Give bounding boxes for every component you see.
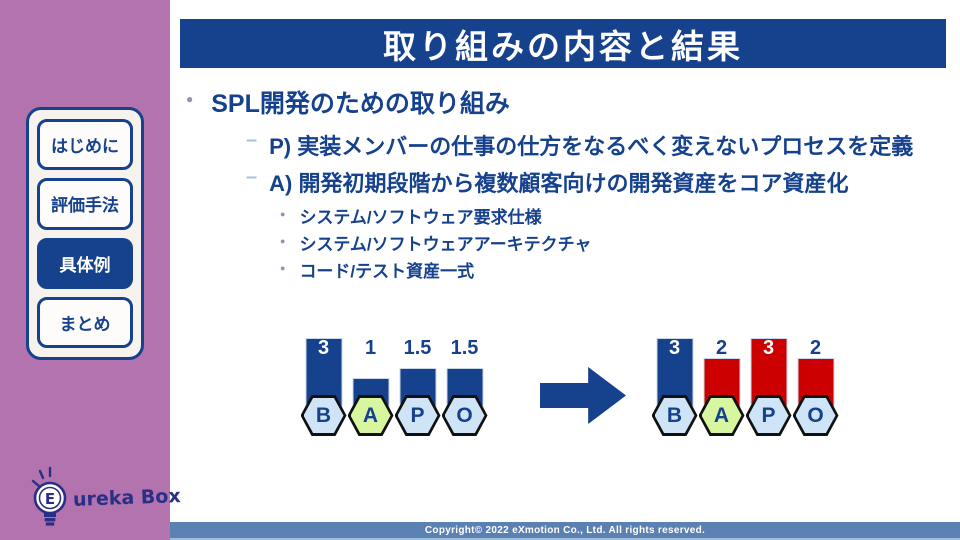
hexagon-badge: O: [441, 395, 488, 436]
right-arrow-icon: [540, 367, 626, 424]
hexagon-fill: [654, 398, 695, 433]
bullet-row-p: – P) 実装メンバーの仕事の仕方をなるべく変えないプロセスを定義: [246, 129, 913, 161]
hexagon-fill: [303, 398, 344, 433]
bapo-chart-after: 3 B 2 A 3 P 2 O: [651, 334, 839, 436]
bar-value-label: 2: [809, 337, 822, 359]
nav-button-hyouka-shuhou[interactable]: 評価手法: [37, 178, 133, 230]
dash-bullet-icon: –: [246, 129, 258, 151]
bullet-row-a: – A) 開発初期段階から複数顧客向けの開発資産をコア資産化: [246, 166, 848, 198]
sub-bullet-text: コード/テスト資産一式: [299, 262, 475, 281]
sub-bullet-row: ● システム/ソフトウェアアーキテクチャ: [280, 230, 591, 255]
dash-bullet-icon: –: [246, 166, 258, 188]
bullet-dot-icon: ●: [280, 263, 286, 273]
copyright-bar: Copyright© 2022 eXmotion Co., Ltd. All r…: [170, 522, 960, 540]
bullet-text-a: A) 開発初期段階から複数顧客向けの開発資産をコア資産化: [269, 171, 849, 196]
slide-title-bar: 取り組みの内容と結果: [180, 19, 946, 68]
hexagon-badge: P: [745, 395, 792, 436]
bar-value-label: 1.5: [450, 337, 479, 359]
hexagon-badge: A: [347, 395, 394, 436]
hexagon-letter: P: [410, 403, 425, 427]
bar-item: 1 A: [347, 334, 394, 436]
section-heading: SPL開発のための取り組み: [211, 90, 510, 118]
bar-item: 3 P: [745, 334, 792, 436]
hexagon-letter: O: [807, 403, 824, 427]
bar-item: 2 O: [792, 334, 839, 436]
hexagon-letter: O: [456, 403, 473, 427]
hexagon-fill: [748, 398, 789, 433]
bar-item: 3 B: [651, 334, 698, 436]
logo-text: ureka Box: [72, 485, 182, 511]
nav-button-matome[interactable]: まとめ: [37, 296, 133, 348]
logo-bulb-letter: E: [45, 490, 55, 508]
sub-bullet-text: システム/ソフトウェア要求仕様: [299, 208, 542, 227]
sub-bullet-text: システム/ソフトウェアアーキテクチャ: [299, 235, 592, 254]
bullet-dot-icon: ●: [186, 92, 194, 106]
bapo-chart-before: 3 B 1 A 1.5 P 1.5 O: [300, 334, 488, 436]
hexagon-badge: B: [651, 395, 698, 436]
sub-bullet-row: ● システム/ソフトウェア要求仕様: [280, 203, 542, 228]
hexagon-letter: A: [713, 403, 730, 427]
hexagon-letter: B: [315, 403, 332, 427]
copyright-text: Copyright© 2022 eXmotion Co., Ltd. All r…: [424, 524, 706, 536]
bar-item: 1.5 P: [394, 334, 441, 436]
bar-value-label: 3: [317, 337, 330, 359]
bar-value-label: 2: [715, 337, 728, 359]
bar-value-label: 1: [364, 337, 377, 359]
hexagon-fill: [350, 398, 391, 433]
bar-value-label: 3: [762, 337, 775, 359]
hexagon-letter: P: [761, 403, 776, 427]
chapter-nav: はじめに 評価手法 具体例 まとめ: [26, 107, 144, 360]
hexagon-fill: [795, 398, 836, 433]
sub-bullet-row: ● コード/テスト資産一式: [280, 257, 474, 282]
bullet-dot-icon: ●: [280, 209, 286, 219]
bullet-text-p: P) 実装メンバーの仕事の仕方をなるべく変えないプロセスを定義: [269, 134, 914, 159]
hexagon-badge: A: [698, 395, 745, 436]
hexagon-fill: [444, 398, 485, 433]
slide-title: 取り組みの内容と結果: [383, 27, 743, 65]
bar-item: 3 B: [300, 334, 347, 436]
hexagon-fill: [701, 398, 742, 433]
nav-button-gutairei-active[interactable]: 具体例: [37, 237, 133, 289]
hexagon-badge: O: [792, 395, 839, 436]
bar-item: 2 A: [698, 334, 745, 436]
eureka-box-logo: E ureka Box: [26, 463, 181, 533]
hexagon-letter: A: [362, 403, 379, 427]
lightbulb-icon: E: [31, 466, 67, 526]
hexagon-letter: B: [666, 403, 683, 427]
hexagon-badge: P: [394, 395, 441, 436]
bar-value-label: 3: [668, 337, 681, 359]
bar-value-label: 1.5: [403, 337, 432, 359]
bar-item: 1.5 O: [441, 334, 488, 436]
heading-row: ● SPL開発のための取り組み: [186, 84, 510, 120]
hexagon-fill: [397, 398, 438, 433]
hexagon-badge: B: [300, 395, 347, 436]
bullet-dot-icon: ●: [280, 236, 286, 246]
nav-button-hajimeni[interactable]: はじめに: [37, 119, 133, 171]
